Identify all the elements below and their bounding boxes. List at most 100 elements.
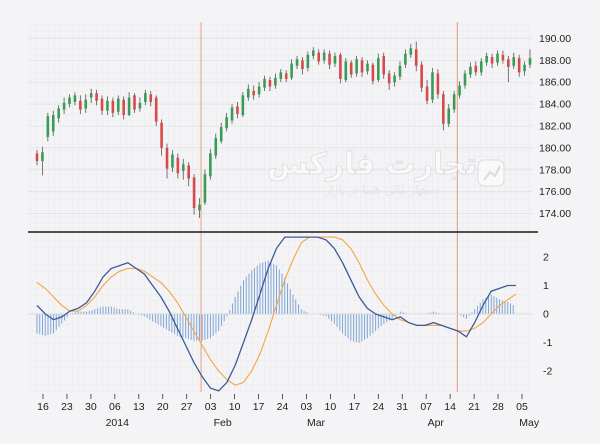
- candle-body: [306, 54, 310, 68]
- candle-body: [209, 153, 212, 177]
- candle-body: [252, 90, 256, 96]
- candle-body: [501, 54, 505, 61]
- candle-body: [442, 94, 445, 124]
- candle-body: [79, 100, 82, 110]
- price-axis: 190.00 188.00 186.00 184.00 182.00 180.00 178.…: [539, 33, 571, 220]
- candle-body: [263, 78, 266, 88]
- price-tick-label: 190.00: [539, 33, 571, 45]
- candle-body: [95, 93, 98, 101]
- x-tick-label: 17: [253, 401, 265, 413]
- x-month-label: Apr: [428, 417, 445, 429]
- x-tick-label: 30: [85, 401, 97, 413]
- watermark: تجارت فارکس دستیار مالی شما در بازار: [267, 147, 505, 197]
- candle-body: [295, 59, 299, 66]
- x-tick-label: 05: [516, 401, 528, 413]
- candle-body: [469, 66, 472, 75]
- candle-body: [268, 80, 272, 87]
- candle-body: [68, 97, 71, 105]
- x-tick-label: 20: [157, 401, 169, 413]
- candle-body: [479, 61, 483, 73]
- candle-body: [398, 65, 402, 77]
- x-tick-label: 10: [325, 401, 337, 413]
- candle-body: [463, 73, 467, 86]
- candle-body: [496, 53, 499, 63]
- macd-tick-label: -1: [543, 337, 552, 349]
- candle-body: [512, 57, 516, 66]
- price-tick-label: 182.00: [539, 121, 571, 133]
- candle-body: [317, 52, 321, 62]
- x-tick-label: 13: [133, 401, 145, 413]
- price-tick-label: 184.00: [539, 99, 571, 111]
- candle-body: [41, 152, 44, 162]
- candle-body: [447, 108, 451, 124]
- candle-body: [116, 98, 120, 112]
- x-axis: 16 23 30 06 13 20 27 03 10 17 24 03 10 17 24 31 07 14 21 28…: [37, 394, 540, 429]
- x-tick-label: 24: [277, 401, 289, 413]
- x-tick-label: 07: [420, 401, 432, 413]
- candle-body: [366, 63, 369, 72]
- price-tick-label: 178.00: [539, 164, 571, 176]
- candle-body: [187, 165, 190, 179]
- watermark-logo-icon: [477, 159, 505, 187]
- candle-body: [404, 53, 407, 65]
- candle-body: [198, 204, 201, 211]
- x-tick-label: 28: [492, 401, 504, 413]
- watermark-sub: دستیار مالی شما در بازار: [324, 184, 440, 197]
- macd-tick-label: 2: [543, 252, 549, 264]
- x-tick-label: 03: [205, 401, 217, 413]
- candle-body: [333, 55, 337, 64]
- candle-body: [138, 103, 142, 109]
- x-month-label: 2014: [106, 417, 130, 429]
- candle-body: [279, 72, 283, 79]
- x-tick-label: 21: [468, 401, 480, 413]
- candle-body: [176, 157, 180, 174]
- candle-body: [387, 73, 391, 84]
- candle-body: [322, 52, 326, 61]
- price-tick-label: 186.00: [539, 77, 571, 89]
- candle-body: [377, 58, 380, 81]
- candle-body: [425, 86, 429, 101]
- candle-body: [241, 95, 245, 116]
- candlestick-series: [35, 41, 532, 218]
- candle-body: [360, 60, 364, 73]
- candle-body: [339, 54, 342, 79]
- candle-body: [290, 63, 293, 78]
- macd-tick-label: 0: [543, 309, 549, 321]
- x-tick-label: 23: [61, 401, 73, 413]
- macd-axis: 2 1 0 -1 -2: [543, 252, 552, 378]
- candle-body: [144, 93, 147, 102]
- x-tick-label: 06: [109, 401, 121, 413]
- candle-body: [328, 53, 331, 65]
- candle-body: [89, 93, 93, 98]
- macd-line: [36, 236, 516, 392]
- x-tick-label: 24: [372, 401, 384, 413]
- candle-body: [51, 115, 55, 132]
- price-tick-label: 180.00: [539, 142, 571, 154]
- candle-body: [284, 73, 288, 79]
- candle-body: [46, 116, 50, 137]
- candle-body: [301, 60, 304, 70]
- candle-body: [165, 147, 169, 169]
- x-tick-label: 10: [229, 401, 241, 413]
- candle-body: [371, 64, 375, 82]
- candle-body: [431, 72, 434, 100]
- candle-body: [507, 59, 510, 67]
- x-tick-label: 31: [396, 401, 408, 413]
- x-tick-label: 03: [301, 401, 313, 413]
- candle-body: [171, 154, 174, 168]
- candle-body: [349, 62, 353, 75]
- candle-body: [62, 103, 66, 110]
- candle-body: [133, 95, 136, 110]
- candle-body: [420, 64, 423, 88]
- candle-body: [106, 100, 109, 111]
- x-tick-label: 16: [37, 401, 49, 413]
- x-month-label: Feb: [214, 417, 232, 429]
- watermark-main: تجارت فارکس: [267, 147, 477, 182]
- candle-body: [355, 59, 358, 74]
- candle-body: [517, 58, 521, 73]
- price-tick-label: 174.00: [539, 208, 571, 220]
- candle-body: [393, 75, 396, 83]
- candle-body: [84, 99, 88, 109]
- candle-body: [452, 94, 456, 110]
